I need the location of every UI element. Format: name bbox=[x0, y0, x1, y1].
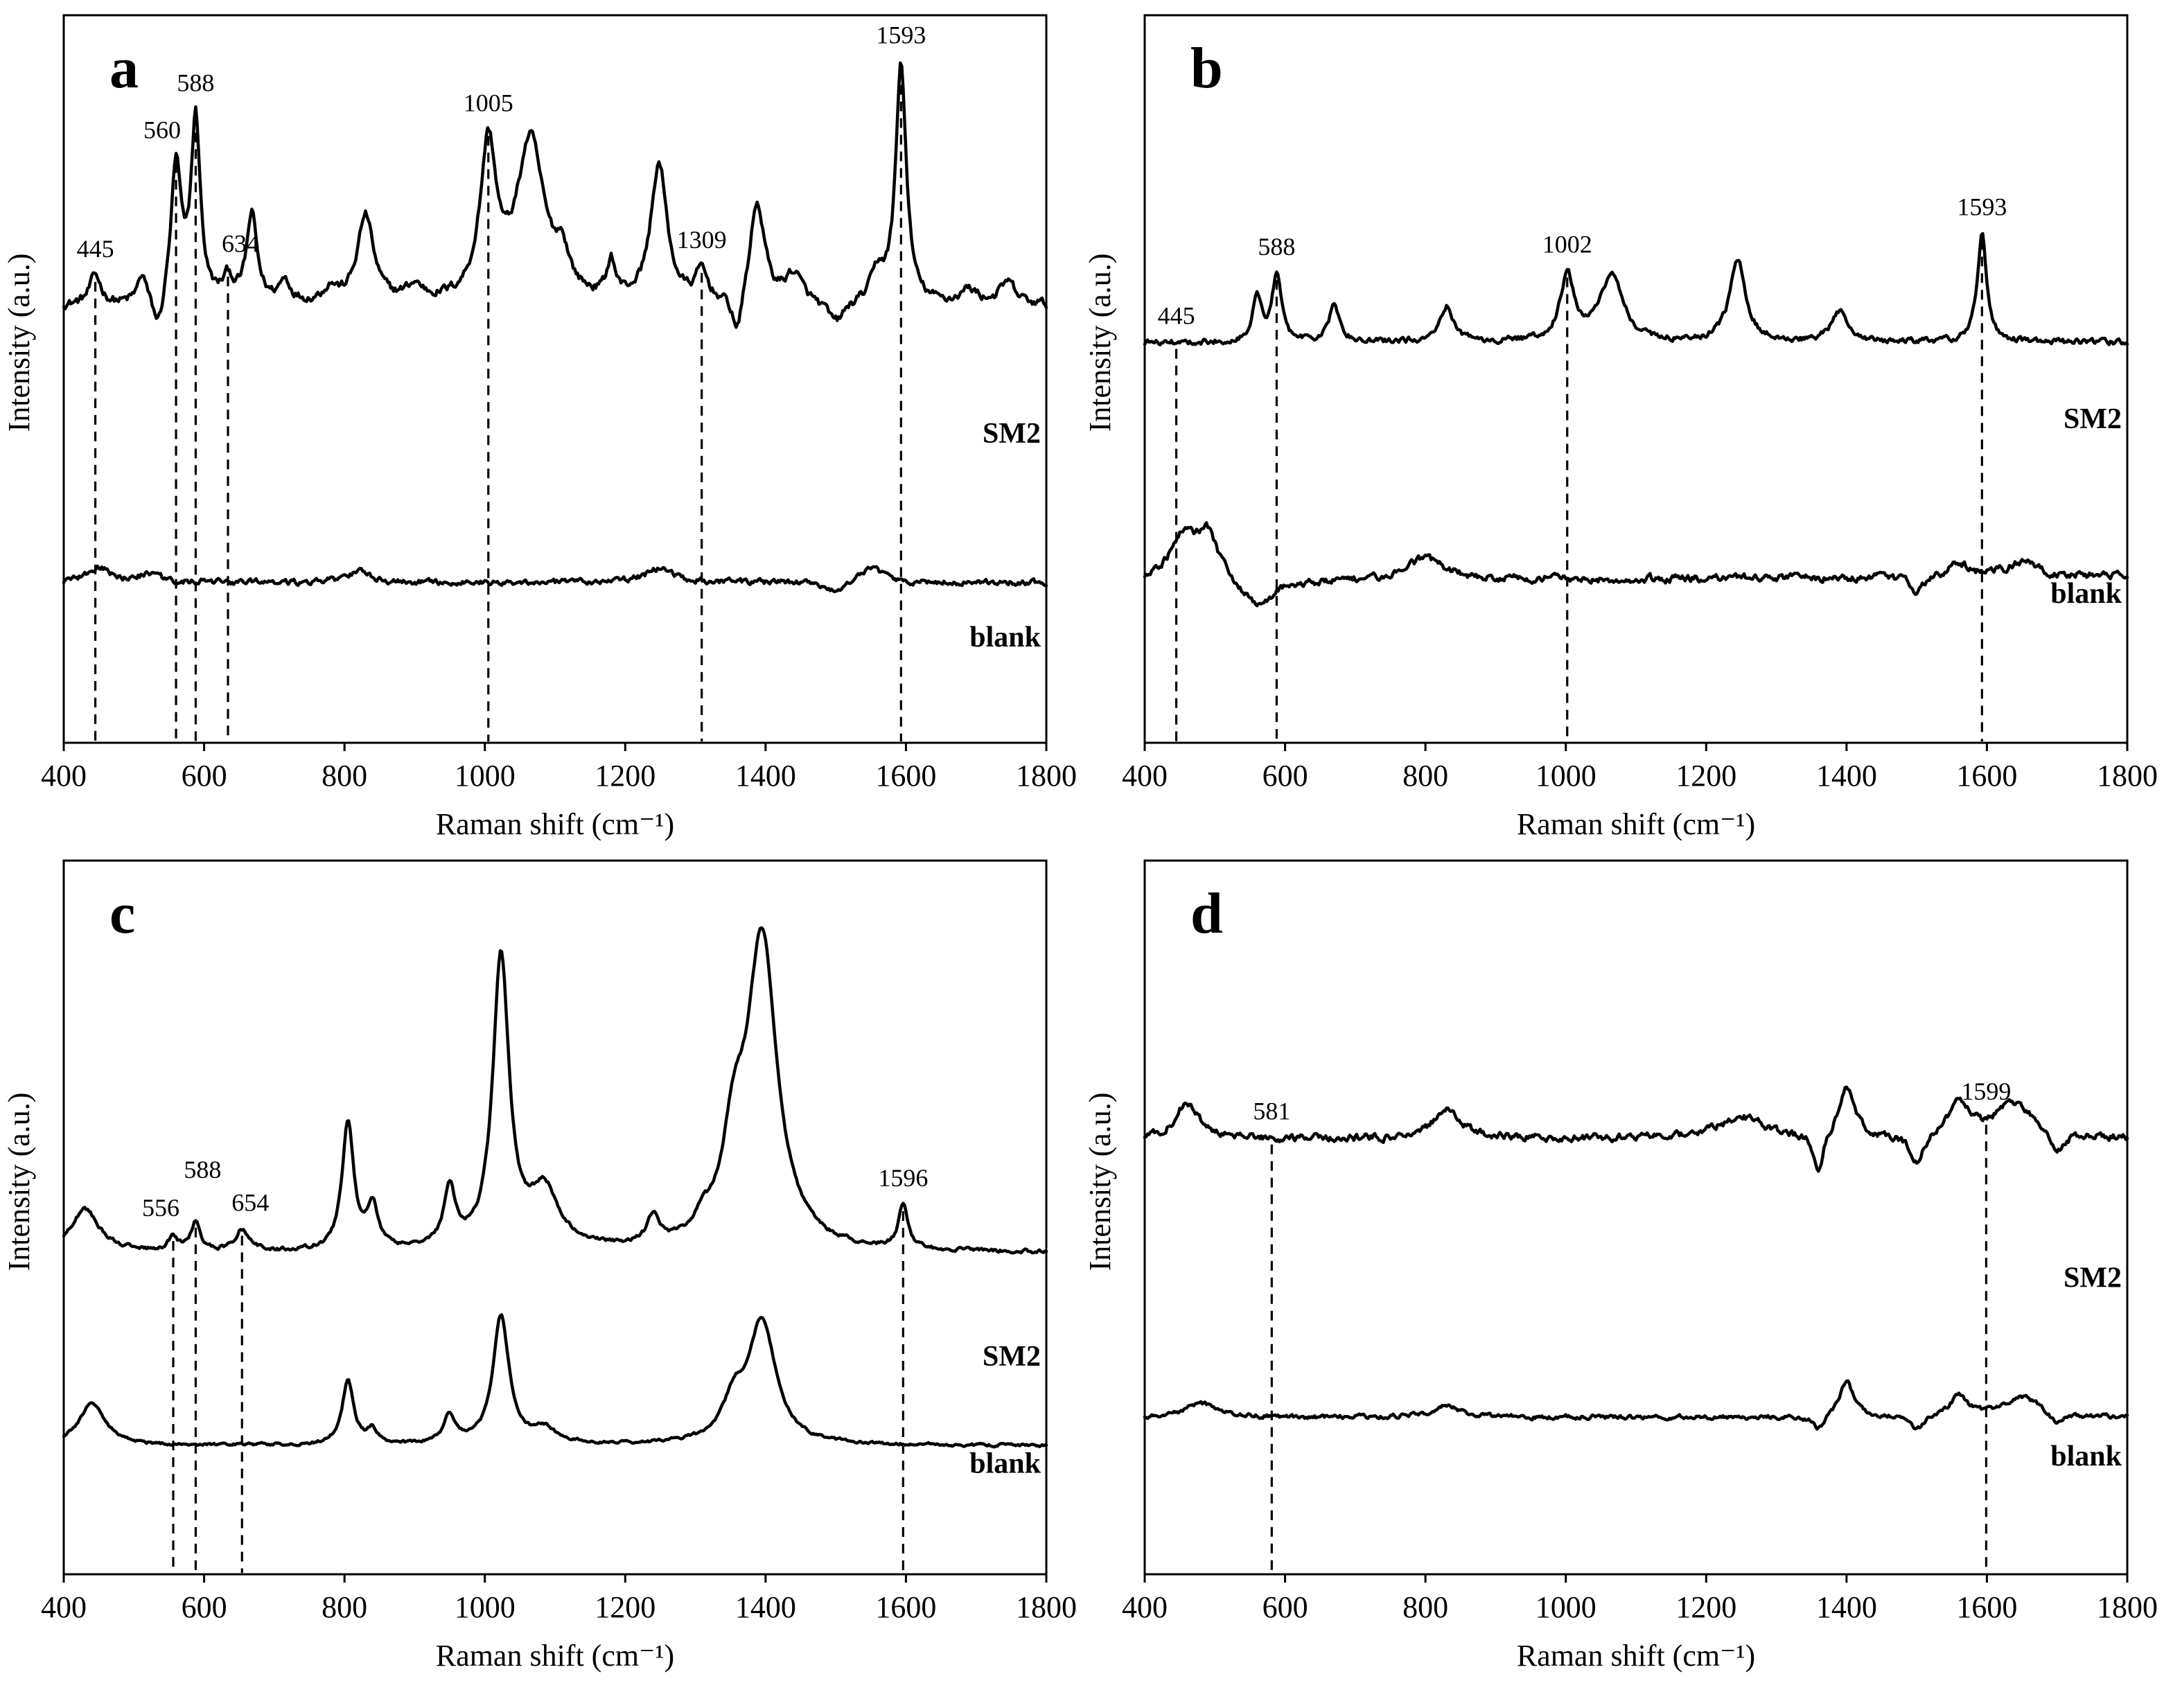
x-tick-label: 800 bbox=[322, 1590, 367, 1624]
panel-a: a 400 600 800 1000 1200 1400 1600 1800 Raman shif… bbox=[2, 14, 1077, 841]
x-axis-title: Raman shift (cm⁻¹) bbox=[1517, 807, 1755, 841]
peak-label: 1005 bbox=[464, 89, 513, 116]
series-label-blank: blank bbox=[2050, 578, 2122, 610]
series-label-sm2: SM2 bbox=[983, 1341, 1041, 1373]
x-tick-label: 1200 bbox=[1675, 1590, 1736, 1624]
x-tick-label: 1200 bbox=[595, 1590, 656, 1624]
panel-letter: d bbox=[1190, 881, 1223, 946]
x-tick-label: 1600 bbox=[875, 759, 936, 793]
peak-label: 560 bbox=[143, 116, 181, 144]
peak-label: 634 bbox=[222, 229, 259, 257]
x-tick-label: 600 bbox=[182, 1590, 227, 1624]
x-axis-title: Raman shift (cm⁻¹) bbox=[436, 807, 674, 841]
panel-letter: a bbox=[109, 36, 139, 100]
y-axis-title: Intensity (a.u.) bbox=[2, 1093, 36, 1271]
panel-c: c 400 600 800 1000 1200 1400 1600 1800 Raman shif… bbox=[2, 859, 1077, 1673]
x-tick-label: 1600 bbox=[1956, 1590, 2017, 1624]
x-tick-label: 1000 bbox=[455, 1590, 516, 1624]
panel-b: b 400 600 800 1000 1200 1400 1600 1800 Raman shif… bbox=[1083, 14, 2158, 841]
x-axis-title: Raman shift (cm⁻¹) bbox=[436, 1639, 674, 1673]
series-label-blank: blank bbox=[969, 622, 1041, 653]
peak-label: 1596 bbox=[878, 1164, 928, 1192]
series-label-blank: blank bbox=[2050, 1441, 2122, 1472]
series-blank-line bbox=[1143, 521, 2129, 608]
x-tick-label: 1400 bbox=[735, 1590, 796, 1624]
peak-label: 1593 bbox=[876, 21, 926, 49]
peak-label: 445 bbox=[77, 235, 114, 263]
x-tick-label: 1400 bbox=[1816, 1590, 1877, 1624]
x-tick-label: 1200 bbox=[595, 759, 656, 793]
x-tick-label: 1800 bbox=[2097, 759, 2158, 793]
x-tick-label: 400 bbox=[1122, 759, 1168, 793]
peak-label: 556 bbox=[142, 1194, 179, 1222]
plot-frame bbox=[1143, 859, 2129, 1576]
series-blank-line bbox=[1143, 1379, 2129, 1431]
x-tick-label: 1200 bbox=[1675, 759, 1736, 793]
series-blank-line bbox=[62, 564, 1048, 594]
series-sm2-line bbox=[1143, 1085, 2129, 1173]
x-tick-label: 1400 bbox=[735, 759, 796, 793]
x-tick-label: 1800 bbox=[2097, 1590, 2158, 1624]
series-label-blank: blank bbox=[969, 1448, 1041, 1480]
x-tick-label: 400 bbox=[41, 1590, 87, 1624]
plot-frame bbox=[62, 859, 1048, 1576]
peak-label: 588 bbox=[184, 1156, 221, 1183]
peak-label: 1599 bbox=[1961, 1077, 2011, 1105]
x-tick-label: 400 bbox=[1122, 1590, 1168, 1624]
y-axis-title: Intensity (a.u.) bbox=[1083, 254, 1117, 432]
x-tick-label: 1600 bbox=[875, 1590, 936, 1624]
x-tick-label: 1400 bbox=[1816, 759, 1877, 793]
series-sm2-line bbox=[62, 926, 1048, 1255]
panel-letter: b bbox=[1190, 36, 1223, 100]
panel-d: d 400 600 800 1000 1200 1400 1600 1800 Raman shif… bbox=[1083, 859, 2158, 1673]
series-label-sm2: SM2 bbox=[2064, 1262, 2122, 1294]
x-tick-label: 400 bbox=[41, 759, 87, 793]
series-label-sm2: SM2 bbox=[2064, 403, 2122, 435]
plot-frame bbox=[1143, 14, 2129, 744]
y-axis-title: Intensity (a.u.) bbox=[1083, 1093, 1117, 1271]
series-blank-line bbox=[62, 1313, 1048, 1449]
x-tick-label: 1000 bbox=[1536, 1590, 1596, 1624]
x-tick-label: 1800 bbox=[1016, 759, 1077, 793]
peak-label: 1309 bbox=[677, 226, 727, 254]
peak-label: 654 bbox=[231, 1189, 269, 1217]
peak-label: 445 bbox=[1158, 302, 1195, 330]
peak-label: 588 bbox=[177, 69, 214, 96]
peak-label: 581 bbox=[1253, 1098, 1290, 1125]
x-axis-title: Raman shift (cm⁻¹) bbox=[1517, 1639, 1755, 1673]
plot-frame bbox=[62, 14, 1048, 744]
x-tick-label: 800 bbox=[1402, 759, 1448, 793]
x-tick-label: 1800 bbox=[1016, 1590, 1077, 1624]
series-sm2-line bbox=[1143, 231, 2129, 346]
x-tick-label: 1600 bbox=[1956, 759, 2017, 793]
y-axis-title: Intensity (a.u.) bbox=[2, 254, 36, 432]
peak-label: 1002 bbox=[1542, 231, 1592, 258]
peak-label: 588 bbox=[1258, 233, 1295, 261]
x-tick-label: 600 bbox=[1263, 759, 1308, 793]
x-tick-label: 800 bbox=[322, 759, 367, 793]
panel-letter: c bbox=[109, 881, 135, 946]
x-tick-label: 600 bbox=[182, 759, 227, 793]
x-tick-label: 600 bbox=[1263, 1590, 1308, 1624]
series-sm2-line bbox=[62, 61, 1048, 329]
peak-label: 1593 bbox=[1957, 193, 2007, 220]
series-label-sm2: SM2 bbox=[983, 418, 1041, 450]
x-tick-label: 800 bbox=[1402, 1590, 1448, 1624]
x-tick-label: 1000 bbox=[455, 759, 516, 793]
x-tick-label: 1000 bbox=[1536, 759, 1596, 793]
